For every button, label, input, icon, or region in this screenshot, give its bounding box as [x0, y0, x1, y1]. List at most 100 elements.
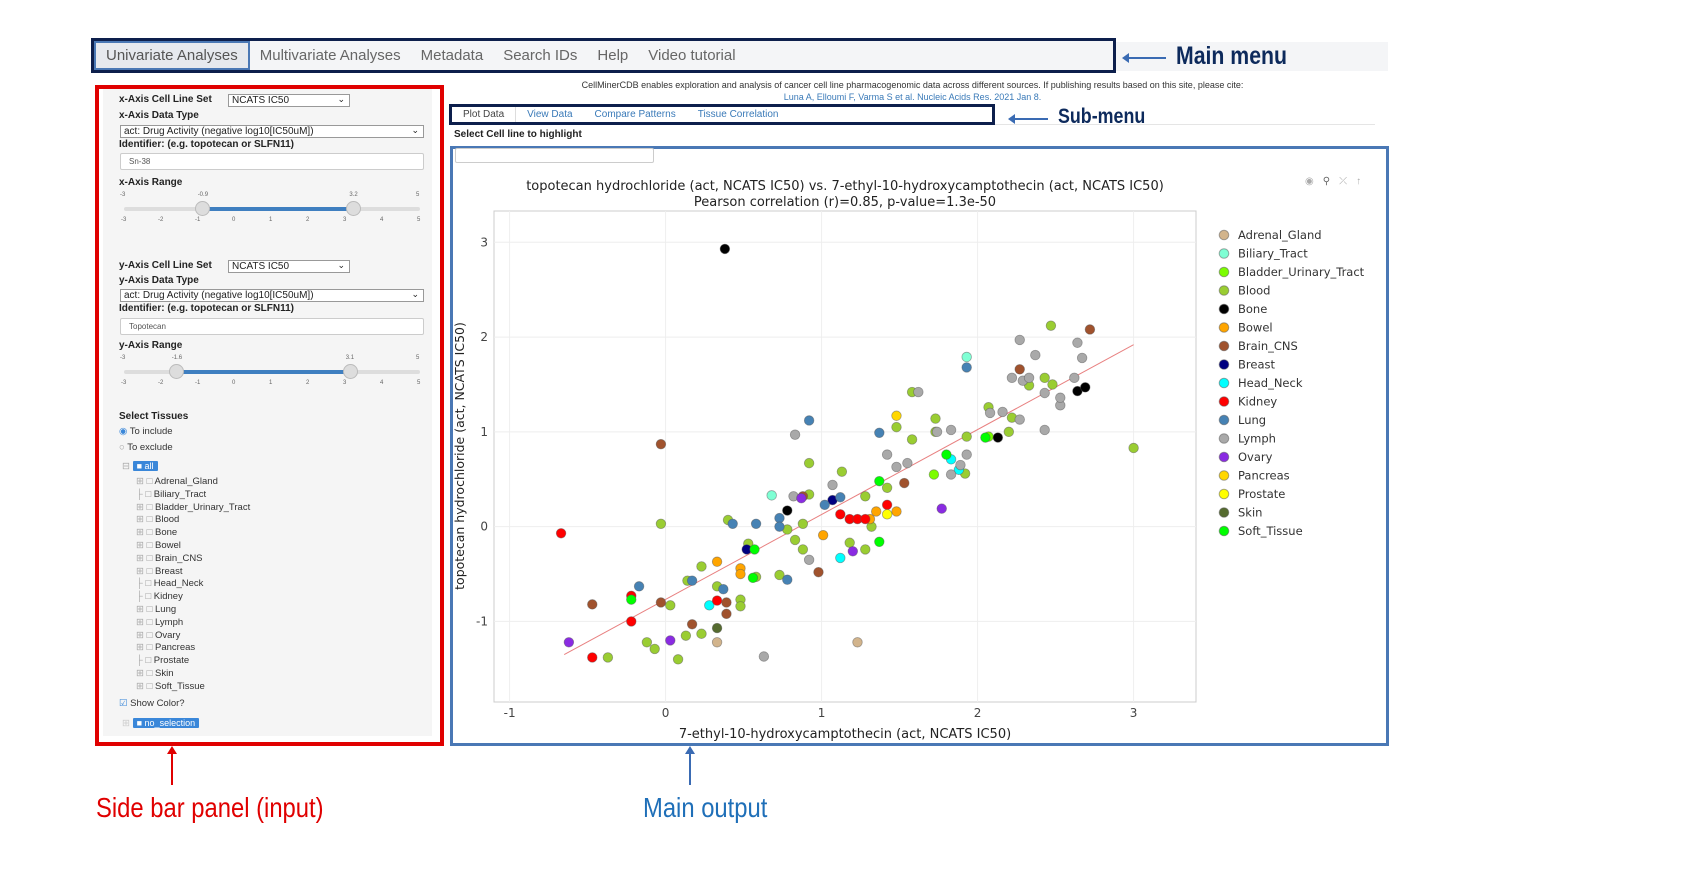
include-radio[interactable]: ◉ To include	[119, 426, 173, 437]
tree-item-head-neck[interactable]: ├ □ Head_Neck	[136, 578, 203, 589]
no-selection-chip[interactable]: ■ no_selection	[132, 718, 200, 728]
y-data-type-select[interactable]: act: Drug Activity (negative log10[IC50u…	[120, 289, 424, 302]
expand-icon[interactable]: ⊞	[136, 540, 144, 551]
data-point-blood[interactable]	[680, 630, 692, 641]
data-point-blood[interactable]	[891, 421, 902, 433]
expand-icon[interactable]: ⊞	[136, 501, 144, 513]
data-point-kidney[interactable]	[626, 616, 637, 627]
legend-item[interactable]: Skin	[1238, 506, 1262, 520]
data-point-blood[interactable]	[696, 628, 707, 639]
data-point-bowel[interactable]	[711, 556, 723, 567]
data-point-bowel[interactable]	[871, 506, 882, 517]
data-point-kidney[interactable]	[555, 528, 567, 539]
data-point-biliary-tract[interactable]	[961, 351, 972, 363]
data-point-prostate[interactable]	[881, 509, 893, 520]
data-point-blood[interactable]	[860, 544, 871, 555]
data-point-blood[interactable]	[1039, 372, 1050, 384]
data-point-blood[interactable]	[836, 466, 848, 477]
data-point-brain-cns[interactable]	[655, 597, 667, 608]
data-point-lymph[interactable]	[1006, 372, 1018, 384]
data-point-lymph[interactable]	[1023, 372, 1035, 384]
data-point-soft-tissue[interactable]	[980, 432, 991, 443]
data-point-lymph[interactable]	[1069, 372, 1080, 384]
expand-icon[interactable]: ⊞	[136, 629, 144, 641]
exclude-radio[interactable]: ○ To exclude	[119, 442, 173, 453]
data-point-adrenal-gland[interactable]	[852, 637, 863, 648]
tree-item-ovary[interactable]: ⊞ □ Ovary	[136, 630, 180, 641]
tree-item-lymph[interactable]: ⊞ □ Lymph	[136, 617, 183, 628]
legend-item[interactable]: Bone	[1238, 302, 1267, 316]
data-point-bladder-urinary-tract[interactable]	[928, 469, 940, 480]
data-point-lymph[interactable]	[1072, 337, 1083, 348]
legend-item[interactable]: Breast	[1238, 358, 1275, 372]
data-point-blood[interactable]	[906, 434, 918, 445]
data-point-lymph[interactable]	[984, 407, 996, 419]
expand-icon[interactable]: ⊞	[136, 642, 144, 654]
data-point-bone[interactable]	[1080, 382, 1091, 393]
data-point-lymph[interactable]	[1014, 414, 1025, 425]
data-point-lung[interactable]	[774, 521, 785, 532]
tab-compare-patterns[interactable]: Compare Patterns	[594, 109, 676, 120]
data-point-soft-tissue[interactable]	[874, 536, 885, 548]
tree-item-bone[interactable]: ⊞ □ Bone	[136, 527, 177, 538]
tab-tissue-correlation[interactable]: Tissue Correlation	[697, 109, 779, 120]
tree-item-adrenal-gland[interactable]: ⊞ □ Adrenal_Gland	[136, 476, 218, 487]
data-point-lymph[interactable]	[881, 449, 893, 460]
zoom-icon[interactable]: ⚲	[1322, 176, 1331, 187]
data-point-blood[interactable]	[641, 637, 653, 648]
tab-help[interactable]: Help	[597, 47, 629, 64]
data-point-head-neck[interactable]	[704, 600, 715, 611]
data-point-soft-tissue[interactable]	[749, 544, 760, 555]
data-point-kidney[interactable]	[587, 652, 598, 663]
data-point-blood[interactable]	[797, 518, 809, 529]
slider-high-handle[interactable]	[346, 201, 362, 216]
data-point-lymph[interactable]	[997, 406, 1008, 418]
data-point-lung[interactable]	[633, 581, 645, 592]
data-point-lymph[interactable]	[955, 459, 966, 471]
tree-item-kidney[interactable]: ├ □ Kidney	[136, 591, 183, 602]
tree-item-bladder-urinary-tract[interactable]: ⊞ □ Bladder_Urinary_Tract	[136, 502, 250, 513]
data-point-ovary[interactable]	[847, 546, 859, 557]
data-point-lung[interactable]	[803, 415, 815, 426]
data-point-soft-tissue[interactable]	[747, 572, 759, 584]
data-point-lymph[interactable]	[1030, 349, 1041, 361]
tab-view-data[interactable]: View Data	[527, 109, 573, 120]
legend-item[interactable]: Bladder_Urinary_Tract	[1238, 265, 1365, 279]
data-point-bowel[interactable]	[817, 529, 829, 541]
expand-icon[interactable]: ⊞	[136, 476, 144, 487]
tab-multivariate-analyses[interactable]: Multivariate Analyses	[259, 47, 401, 64]
data-point-lymph[interactable]	[891, 461, 902, 473]
data-point-kidney[interactable]	[881, 499, 893, 511]
legend-item[interactable]: Pancreas	[1238, 469, 1290, 483]
legend-item[interactable]: Brain_CNS	[1238, 339, 1298, 353]
data-point-blood[interactable]	[930, 413, 941, 424]
data-point-soft-tissue[interactable]	[941, 449, 952, 460]
reset-icon[interactable]: ↑	[1356, 176, 1362, 187]
data-point-ovary[interactable]	[796, 493, 807, 504]
data-point-blood[interactable]	[649, 643, 660, 655]
tree-root[interactable]: ⊟ ■ all	[122, 461, 158, 472]
data-point-lung[interactable]	[961, 362, 972, 373]
data-point-brain-cns[interactable]	[721, 608, 732, 620]
slider-low-handle[interactable]	[168, 364, 184, 379]
data-point-lung[interactable]	[686, 575, 698, 586]
data-point-brain-cns[interactable]	[1014, 364, 1025, 375]
data-point-blood[interactable]	[797, 544, 809, 555]
data-point-blood[interactable]	[696, 561, 707, 572]
data-point-kidney[interactable]	[860, 513, 871, 525]
data-point-blood[interactable]	[881, 482, 893, 493]
data-point-lung[interactable]	[718, 584, 729, 595]
data-point-biliary-tract[interactable]	[766, 490, 777, 501]
expand-icon[interactable]: ⊞	[136, 565, 144, 577]
x-range-slider[interactable]: -3 5 -0.9 3.2 -3 -2 -1 0 1 2 3 4 5	[120, 192, 424, 227]
tree-root-chip[interactable]: ■ all	[132, 461, 158, 471]
tree-item-soft-tissue[interactable]: ⊞ □ Soft_Tissue	[136, 681, 205, 692]
data-point-lymph[interactable]	[1014, 334, 1025, 346]
data-point-lymph[interactable]	[1039, 424, 1050, 436]
legend-item[interactable]: Lung	[1238, 413, 1266, 427]
slider-high-handle[interactable]	[342, 364, 358, 379]
legend-item[interactable]: Ovary	[1238, 450, 1273, 464]
data-point-blood[interactable]	[789, 534, 801, 546]
expand-icon[interactable]: ⊞	[136, 680, 144, 692]
data-point-brain-cns[interactable]	[587, 599, 598, 610]
